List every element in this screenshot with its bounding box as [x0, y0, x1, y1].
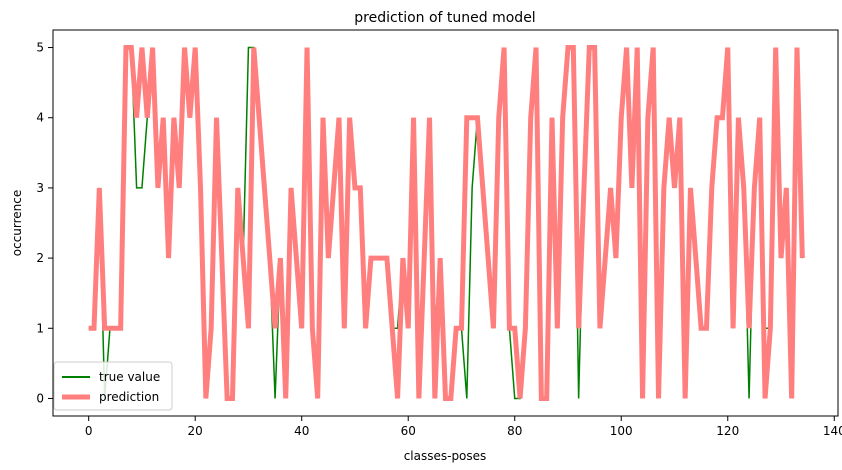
x-axis-label: classes-poses [404, 449, 487, 463]
x-tick-label: 40 [294, 424, 309, 438]
x-tick-label: 100 [610, 424, 633, 438]
legend: true value prediction [53, 361, 173, 411]
y-tick-label: 5 [36, 41, 44, 55]
legend-label-prediction: prediction [99, 390, 159, 404]
x-tick-label: 0 [85, 424, 93, 438]
plot-frame [52, 29, 839, 417]
y-axis-label: occurrence [10, 190, 24, 257]
x-tick-label: 20 [188, 424, 203, 438]
x-axis-ticks: 0 20 40 60 80 100 120 140 [85, 416, 842, 438]
y-tick-label: 1 [36, 321, 44, 335]
y-axis-ticks: 0 1 2 3 4 5 [36, 41, 53, 405]
x-tick-label: 140 [823, 424, 842, 438]
y-tick-label: 0 [36, 391, 44, 405]
y-tick-label: 4 [36, 111, 44, 125]
y-tick-label: 2 [36, 251, 44, 265]
x-tick-label: 120 [716, 424, 739, 438]
series-line-prediction [88, 45, 805, 401]
x-tick-label: 60 [401, 424, 416, 438]
legend-label-true-value: true value [99, 370, 160, 384]
y-tick-label: 3 [36, 181, 44, 195]
plot-lines [88, 45, 805, 401]
chart-title: prediction of tuned model [354, 10, 535, 26]
x-tick-label: 80 [507, 424, 522, 438]
